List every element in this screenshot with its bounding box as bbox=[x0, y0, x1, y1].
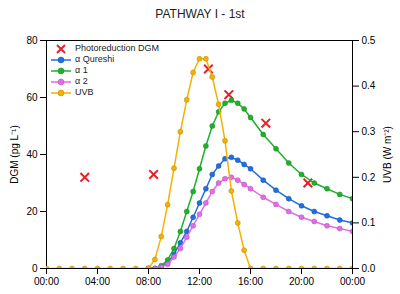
html-text:α Qureshi: α Qureshi bbox=[75, 54, 115, 64]
svg-text:04:00: 04:00 bbox=[85, 276, 110, 287]
svg-text:UVB (W m⁻²): UVB (W m⁻²) bbox=[382, 126, 393, 183]
svg-text:0.4: 0.4 bbox=[362, 80, 376, 91]
svg-text:80: 80 bbox=[26, 35, 38, 46]
svg-text:16:00: 16:00 bbox=[238, 276, 263, 287]
html-text:PATHWAY I - 1st: PATHWAY I - 1st bbox=[155, 7, 245, 21]
svg-text:40: 40 bbox=[26, 149, 38, 160]
svg-text:DGM (pg L⁻¹): DGM (pg L⁻¹) bbox=[9, 125, 20, 184]
html-text:α 1: α 1 bbox=[75, 65, 88, 75]
svg-text:20: 20 bbox=[26, 206, 38, 217]
html-text:UVB: UVB bbox=[75, 87, 94, 97]
svg-text:00:00: 00:00 bbox=[340, 276, 365, 287]
svg-text:00:00: 00:00 bbox=[34, 276, 59, 287]
svg-text:0.0: 0.0 bbox=[362, 263, 376, 274]
svg-text:60: 60 bbox=[26, 92, 38, 103]
svg-text:0.3: 0.3 bbox=[362, 126, 376, 137]
svg-text:20:00: 20:00 bbox=[289, 276, 314, 287]
svg-text:0: 0 bbox=[32, 263, 38, 274]
html-text:Photoreduction DGM: Photoreduction DGM bbox=[75, 43, 159, 53]
svg-text:0.2: 0.2 bbox=[362, 172, 376, 183]
svg-text:08:00: 08:00 bbox=[136, 276, 161, 287]
svg-text:0.5: 0.5 bbox=[362, 35, 376, 46]
svg-text:0.1: 0.1 bbox=[362, 217, 376, 228]
svg-text:12:00: 12:00 bbox=[187, 276, 212, 287]
html-text:α 2: α 2 bbox=[75, 76, 88, 86]
